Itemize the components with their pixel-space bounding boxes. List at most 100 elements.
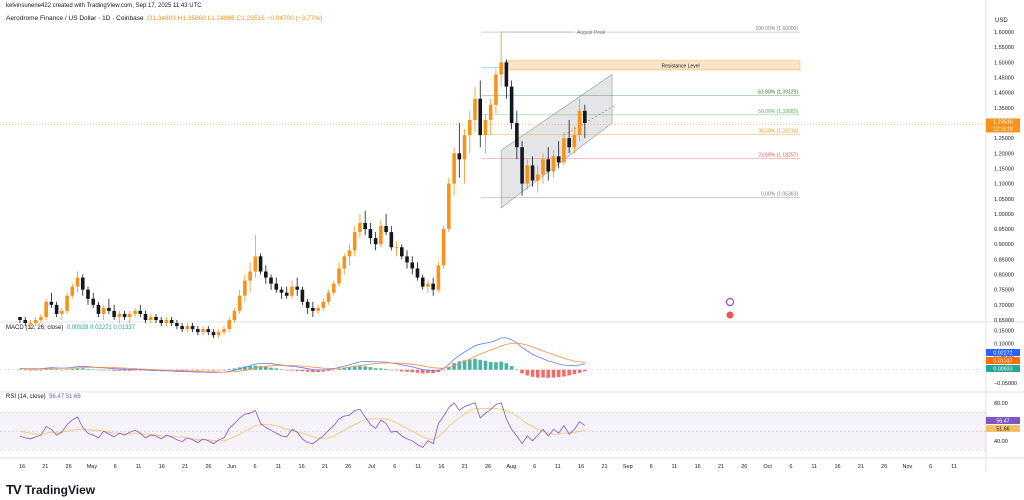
macd-histogram-bar <box>530 369 535 377</box>
macd-histogram-bar <box>300 369 305 372</box>
macd-histogram-bar <box>431 369 435 374</box>
rsi-value-tag <box>986 425 1020 432</box>
macd-histogram-bar <box>515 369 519 371</box>
macd-histogram-bar <box>488 361 493 370</box>
candle-body <box>541 159 545 175</box>
candle-body <box>436 265 441 290</box>
time-axis-label: 11 <box>136 464 142 470</box>
macd-histogram-bar <box>70 368 75 370</box>
macd-histogram-bar <box>389 369 394 371</box>
rsi-axis-label: 40.00 <box>994 439 1008 445</box>
time-axis-label: 16 <box>578 464 584 470</box>
candle-body <box>441 229 446 266</box>
price-axis-label: 1.60000 <box>994 30 1014 36</box>
macd-histogram-bar <box>347 367 352 370</box>
candle-body <box>572 135 577 148</box>
macd-histogram-bar <box>248 366 252 370</box>
time-axis-label: 16 <box>834 464 840 470</box>
time-axis-label: Sep <box>623 464 633 470</box>
candle-body <box>164 320 169 324</box>
macd-histogram-bar <box>128 369 132 371</box>
macd-histogram-bar <box>541 369 545 378</box>
candle-body <box>494 74 498 105</box>
macd-histogram-bar <box>117 369 122 371</box>
candle-body <box>70 286 75 296</box>
macd-histogram-bar <box>577 369 582 373</box>
macd-histogram-bar <box>65 369 69 371</box>
candle-body <box>316 307 320 311</box>
time-axis-label: 11 <box>275 464 281 470</box>
time-axis-label: 16 <box>438 464 444 470</box>
macd-histogram-bar <box>180 369 184 371</box>
macd-histogram-bar <box>290 369 294 371</box>
candle-body <box>567 138 571 148</box>
macd-histogram-bar <box>441 369 446 371</box>
candle-body <box>75 277 80 287</box>
candle-body <box>305 301 310 308</box>
time-axis-label: 6 <box>789 464 792 470</box>
candle-body <box>431 283 435 290</box>
macd-histogram-bar <box>284 369 289 371</box>
candle-body <box>577 110 582 136</box>
candle-body <box>562 138 566 163</box>
time-axis-label: 6 <box>393 464 396 470</box>
rsi-value-tag-text: 56.47 <box>996 419 1009 425</box>
candle-body <box>300 289 305 302</box>
fib-level-label: 0.00% (1.05363) <box>761 192 798 198</box>
time-axis-label: 6 <box>650 464 653 470</box>
macd-value-tag <box>986 349 1020 356</box>
candle-body <box>399 247 404 257</box>
time-axis-label: Jun <box>227 464 236 470</box>
candle-body <box>394 247 399 249</box>
candle-body <box>159 320 164 324</box>
candle-body <box>520 147 524 184</box>
candle-body <box>91 298 96 305</box>
candle-body <box>389 232 394 248</box>
candle-body <box>499 62 503 75</box>
time-axis-label: Jul <box>368 464 375 470</box>
time-axis-label: 21 <box>601 464 607 470</box>
candle-body <box>86 289 90 299</box>
macd-histogram-bar <box>337 368 341 370</box>
macd-histogram-bar <box>264 366 268 370</box>
macd-histogram-bar <box>326 369 331 371</box>
macd-value-tag <box>986 357 1020 364</box>
candle-body <box>44 301 48 317</box>
macd-histogram-bar <box>54 369 59 370</box>
resistance-zone <box>504 60 801 71</box>
macd-histogram-bar <box>509 366 514 370</box>
time-axis-label: 11 <box>951 464 957 470</box>
macd-histogram-bar <box>583 369 587 372</box>
price-axis-label: 1.05000 <box>994 197 1014 203</box>
candle-body <box>243 280 247 296</box>
tradingview-brand[interactable]: TV TradingView <box>6 482 95 497</box>
price-axis-label: 0.70000 <box>994 303 1014 309</box>
macd-histogram-bar <box>384 368 388 370</box>
rsi-value-tag <box>986 417 1020 424</box>
macd-histogram-bar <box>363 366 367 370</box>
candle-body <box>462 135 467 160</box>
time-axis-label: 16 <box>695 464 701 470</box>
macd-histogram-bar <box>18 369 22 371</box>
candle-body <box>148 316 153 320</box>
candle-body <box>96 304 101 314</box>
candle-body <box>154 316 158 320</box>
macd-histogram-bar <box>169 369 174 371</box>
candle-body <box>363 223 367 230</box>
macd-histogram-bar <box>520 369 524 374</box>
price-axis-label: 0.75000 <box>994 288 1014 294</box>
candle-body <box>337 268 341 284</box>
macd-histogram-bar <box>467 359 472 370</box>
price-axis-label: 0.90000 <box>994 242 1014 248</box>
macd-histogram-bar <box>462 360 467 370</box>
macd-histogram-bar <box>572 369 577 375</box>
macd-histogram-bar <box>373 368 378 370</box>
price-axis-label: 1.40000 <box>994 91 1014 97</box>
macd-value-tag-text: 0.00933 <box>993 367 1012 373</box>
candle-body <box>488 104 493 120</box>
macd-histogram-bar <box>295 369 299 371</box>
macd-histogram-bar <box>23 369 28 371</box>
macd-histogram-bar <box>426 369 430 374</box>
candle-body <box>274 283 279 290</box>
